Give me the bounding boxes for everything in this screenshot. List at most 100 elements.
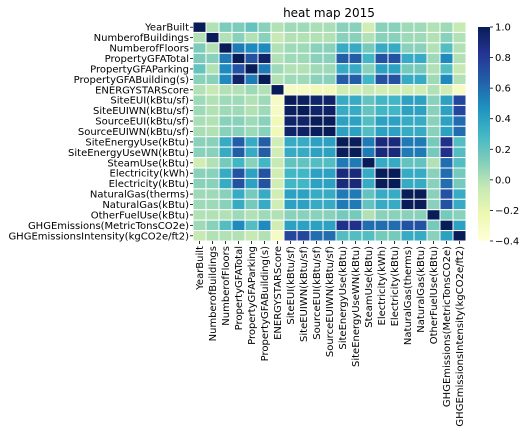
heatmap-cell <box>322 157 337 169</box>
heatmap-cell <box>270 146 285 159</box>
heatmap-cell <box>322 94 337 106</box>
heatmap-cell <box>439 42 454 54</box>
heatmap-cell <box>283 21 298 33</box>
heatmap-cell <box>400 198 415 211</box>
heatmap-cell <box>192 136 207 148</box>
heatmap-cell <box>387 84 402 96</box>
row-label: PropertyGFABuilding(s) <box>74 75 189 86</box>
column-label: NaturalGas(kBtu) <box>416 246 427 333</box>
heatmap-cell <box>374 42 389 54</box>
row-label: Electricity(kBtu) <box>109 179 189 190</box>
heatmap-cell <box>296 21 311 33</box>
heatmap-cell <box>192 188 207 200</box>
heatmap-cell <box>400 84 415 96</box>
column-label: NaturalGas(therms) <box>403 246 414 345</box>
heatmap-cell <box>296 73 311 86</box>
heatmap-cell <box>283 167 298 179</box>
heatmap-cell <box>296 104 311 117</box>
column-label: NumberofFloors <box>221 246 232 326</box>
heatmap-cell <box>218 157 233 169</box>
heatmap-cell <box>231 125 246 138</box>
heatmap-cell <box>439 167 454 179</box>
heatmap-cell <box>283 209 298 221</box>
column-label: GHGEmissions(MetricTonsCO2e) <box>442 246 453 407</box>
heatmap-cell <box>231 219 246 232</box>
chart-title: heat map 2015 <box>283 6 375 20</box>
heatmap-cell <box>231 94 246 106</box>
heatmap-cell <box>270 167 285 179</box>
heatmap-cell <box>374 157 389 169</box>
heatmap-cell <box>452 167 467 179</box>
heatmap-cell <box>426 146 441 159</box>
heatmap-cell <box>348 219 363 232</box>
heatmap-cell <box>231 84 246 96</box>
heatmap-cell <box>335 52 350 65</box>
heatmap-cell <box>426 42 441 54</box>
heatmap-cell <box>296 31 311 44</box>
row-label: SourceEUIWN(kBtu/sf) <box>78 127 189 138</box>
heatmap-cell <box>439 115 454 127</box>
heatmap-cell <box>322 146 337 159</box>
heatmap-cell <box>374 104 389 117</box>
heatmap-cell <box>439 219 454 232</box>
heatmap-cell <box>218 42 233 54</box>
heatmap-cell <box>413 230 428 242</box>
heatmap-cell <box>270 104 285 117</box>
heatmap-cell <box>296 146 311 159</box>
heatmap-cell <box>426 157 441 169</box>
heatmap-cell <box>361 188 376 200</box>
heatmap-cell <box>439 94 454 106</box>
heatmap-cell <box>257 21 272 33</box>
heatmap-cell <box>322 136 337 148</box>
heatmap-cell <box>413 21 428 33</box>
heatmap-cell <box>270 177 285 190</box>
heatmap-cell <box>322 230 337 242</box>
heatmap-cell <box>257 42 272 54</box>
heatmap-cell <box>387 115 402 127</box>
heatmap-cell <box>205 177 220 190</box>
heatmap-cell <box>335 157 350 169</box>
heatmap-cell <box>322 84 337 96</box>
row-label: SiteEUIWN(kBtu/sf) <box>93 106 189 117</box>
heatmap-cell <box>361 209 376 221</box>
heatmap-cell <box>361 177 376 190</box>
row-label: SiteEUI(kBtu/sf) <box>110 96 189 107</box>
heatmap-cell <box>413 209 428 221</box>
heatmap-cell <box>387 136 402 148</box>
heatmap-cell <box>400 177 415 190</box>
heatmap-cell <box>244 94 259 106</box>
heatmap-cell <box>426 94 441 106</box>
heatmap-cell <box>283 230 298 242</box>
heatmap-cell <box>413 84 428 96</box>
heatmap-cell <box>205 21 220 33</box>
heatmap-cell <box>192 157 207 169</box>
heatmap-cell <box>296 219 311 232</box>
heatmap-cell <box>309 146 324 159</box>
heatmap-cell <box>439 31 454 44</box>
heatmap-cell <box>335 104 350 117</box>
heatmap-cell <box>374 209 389 221</box>
row-labels: YearBuiltNumberofBuildingsNumberofFloors… <box>8 23 193 242</box>
heatmap-cell <box>257 115 272 127</box>
heatmap-cell <box>452 73 467 86</box>
heatmap-cell <box>231 73 246 86</box>
heatmap-cell <box>413 42 428 54</box>
heatmap-cell <box>400 146 415 159</box>
heatmap-cell <box>309 52 324 65</box>
heatmap-cell <box>322 73 337 86</box>
heatmap-cell <box>257 219 272 232</box>
heatmap-cell <box>257 136 272 148</box>
heatmap-cell <box>296 230 311 242</box>
heatmap-cell <box>205 94 220 106</box>
heatmap-cell <box>192 31 207 44</box>
heatmap-cell <box>270 94 285 106</box>
heatmap-cell <box>400 94 415 106</box>
heatmap-cell <box>426 136 441 148</box>
heatmap-cell <box>413 94 428 106</box>
heatmap-cell <box>218 209 233 221</box>
heatmap-cell <box>335 73 350 86</box>
heatmap-cell <box>452 219 467 232</box>
heatmap-cell <box>361 42 376 54</box>
heatmap-cell <box>309 125 324 138</box>
row-label: NumberofFloors <box>109 44 189 55</box>
